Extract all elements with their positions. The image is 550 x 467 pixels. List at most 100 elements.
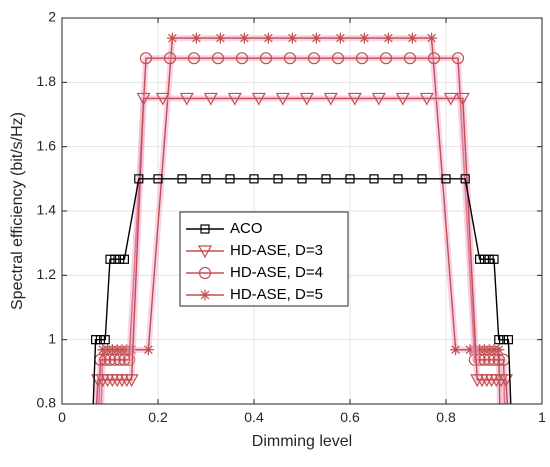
data-point	[99, 353, 112, 366]
x-tick-label: 0	[58, 409, 66, 425]
legend-label-aco: ACO	[230, 220, 263, 237]
y-axis-label: Spectral efficiency (bit/s/Hz)	[9, 112, 26, 310]
legend-marker	[199, 289, 211, 301]
y-tick-label: 1.6	[37, 137, 57, 153]
data-point	[369, 174, 379, 184]
data-point	[487, 353, 501, 366]
data-point	[494, 335, 504, 345]
y-tick-label: 1.2	[37, 266, 57, 282]
data-point	[286, 32, 298, 44]
data-point	[211, 52, 225, 65]
data-point	[358, 32, 370, 44]
data-point	[163, 52, 177, 65]
data-point	[334, 32, 346, 44]
data-point	[124, 374, 139, 388]
data-point	[273, 174, 283, 184]
data-point	[103, 353, 117, 366]
series-3	[97, 32, 505, 405]
data-point	[419, 92, 434, 106]
data-point	[406, 32, 418, 44]
y-tick-label: 0.8	[37, 395, 57, 411]
data-point	[283, 52, 297, 65]
data-point	[238, 32, 250, 44]
data-point	[136, 92, 151, 106]
data-point	[331, 52, 345, 65]
legend-label-hd-ase-d3: HD-ASE, D=3	[230, 242, 323, 259]
data-point	[95, 335, 106, 345]
data-point	[417, 174, 427, 184]
data-point	[499, 335, 509, 345]
data-point	[275, 92, 290, 106]
x-tick-label: 1	[538, 409, 546, 425]
y-tick-label: 1.8	[37, 73, 57, 89]
x-tick-label: 0.2	[148, 409, 168, 425]
data-point	[403, 52, 417, 65]
y-tick-label: 1.4	[37, 202, 57, 218]
legend-label-hd-ase-d5: HD-ASE, D=5	[230, 286, 323, 303]
y-tick-label: 1	[48, 330, 56, 346]
data-point	[393, 174, 403, 184]
data-point	[249, 174, 259, 184]
series-1	[90, 92, 514, 405]
data-point	[113, 353, 126, 366]
data-point	[235, 52, 249, 65]
data-point	[345, 174, 355, 184]
data-point	[203, 92, 218, 106]
data-point	[190, 32, 202, 44]
data-point	[493, 344, 505, 356]
series-0	[90, 174, 513, 405]
data-point	[379, 52, 393, 65]
data-point	[503, 335, 513, 345]
data-point	[201, 174, 211, 184]
data-point	[177, 174, 187, 184]
data-point	[166, 32, 178, 44]
data-point	[355, 52, 369, 65]
x-tick-label: 0.4	[244, 409, 264, 425]
data-point	[179, 92, 194, 106]
data-point	[443, 92, 458, 106]
data-point	[382, 32, 394, 44]
data-point	[455, 92, 470, 106]
data-point	[297, 174, 307, 184]
series-layer	[90, 32, 514, 405]
legend-marker	[197, 245, 213, 259]
data-point	[371, 92, 386, 106]
data-point	[307, 52, 321, 65]
y-tick-label: 2	[48, 9, 56, 25]
data-point	[426, 32, 438, 44]
legend-label-hd-ase-d4: HD-ASE, D=4	[230, 264, 323, 281]
data-point	[310, 32, 322, 44]
data-point	[479, 254, 489, 264]
legend-box	[179, 211, 349, 307]
data-point	[119, 254, 130, 264]
data-point	[460, 174, 470, 184]
data-point	[108, 353, 121, 366]
data-point	[114, 254, 125, 264]
data-point	[451, 52, 465, 65]
data-point	[251, 92, 266, 106]
data-point	[299, 92, 314, 106]
axis-ticks: 0 0.2 0.4 0.6 0.8 1 0.8 1 1.2 1.4 1.6 1.8 2	[37, 9, 547, 425]
series-2	[94, 52, 510, 405]
data-point	[484, 254, 494, 264]
legend-marker	[198, 266, 212, 280]
data-point	[262, 32, 274, 44]
data-point	[450, 344, 462, 356]
data-point	[427, 52, 441, 65]
data-point	[347, 92, 362, 106]
data-point	[155, 92, 170, 106]
series-line	[95, 97, 509, 405]
data-point	[475, 254, 485, 264]
data-point	[227, 92, 242, 106]
x-axis-label: Dimming level	[252, 433, 352, 450]
x-tick-label: 0.6	[340, 409, 360, 425]
legend-symbols	[186, 224, 224, 301]
legend-marker	[200, 224, 210, 234]
data-point	[498, 374, 514, 388]
data-point	[489, 254, 499, 264]
data-point	[142, 344, 154, 356]
data-point	[105, 254, 115, 264]
data-point	[214, 32, 226, 44]
